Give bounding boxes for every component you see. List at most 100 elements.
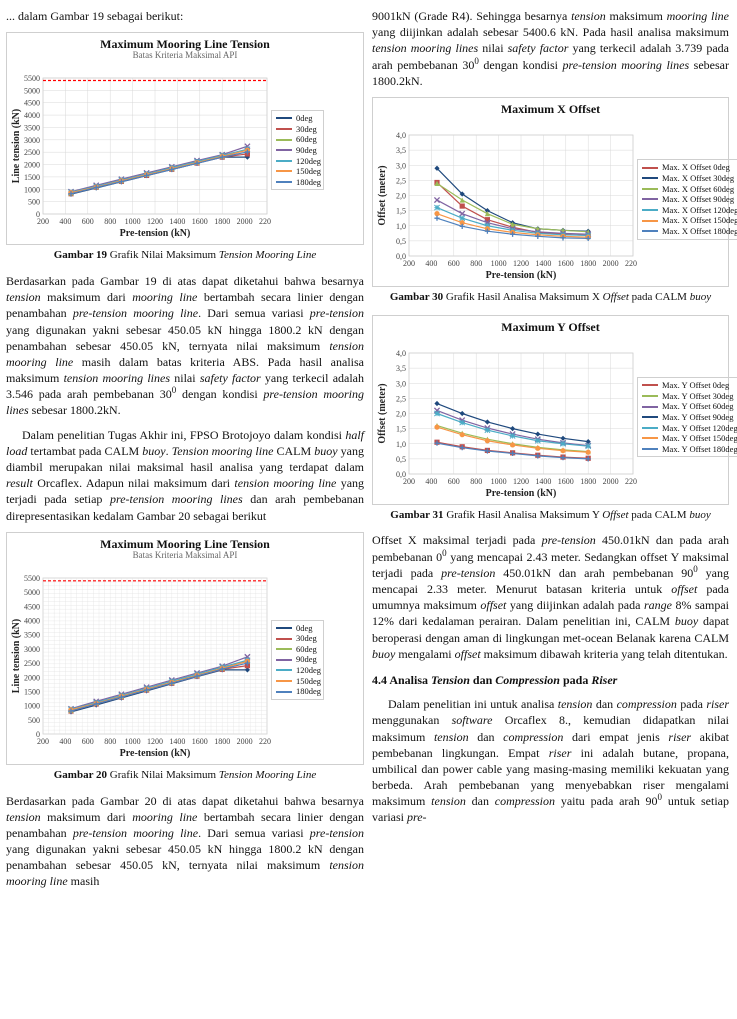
svg-text:1800: 1800 [580, 259, 596, 268]
chart-legend: Max. X Offset 0degMax. X Offset 30degMax… [637, 159, 737, 239]
caption-20-prefix: Gambar 20 [54, 769, 107, 781]
legend-item: 0deg [276, 113, 321, 124]
svg-text:1400: 1400 [535, 259, 551, 268]
svg-text:1200: 1200 [513, 259, 529, 268]
svg-text:5000: 5000 [24, 87, 40, 96]
caption-20: Gambar 20 Grafik Nilai Maksimum Tension … [6, 769, 364, 783]
svg-text:2000: 2000 [237, 217, 253, 226]
chart-31: Maximum Y Offset200400600800100012001400… [372, 315, 729, 505]
svg-text:1000: 1000 [125, 737, 141, 746]
legend-item: 120deg [276, 156, 321, 167]
svg-text:400: 400 [425, 259, 437, 268]
caption-31: Gambar 31 Grafik Hasil Analisa Maksimum … [372, 509, 729, 523]
svg-text:0,5: 0,5 [396, 455, 406, 464]
legend-item: 30deg [276, 633, 321, 644]
svg-text:1500: 1500 [24, 173, 40, 182]
para-20: Berdasarkan pada Gambar 20 di atas dapat… [6, 793, 364, 890]
legend-item: 180deg [276, 177, 321, 188]
legend-item: 0deg [276, 623, 321, 634]
chart-title: Maximum Y Offset [375, 318, 726, 335]
legend-item: 30deg [276, 124, 321, 135]
legend-item: 60deg [276, 134, 321, 145]
legend-item: Max. Y Offset 180deg [642, 444, 737, 455]
svg-text:3,0: 3,0 [396, 379, 406, 388]
svg-text:5500: 5500 [24, 74, 40, 83]
svg-text:4500: 4500 [24, 602, 40, 611]
svg-text:2200: 2200 [625, 477, 637, 486]
svg-text:3500: 3500 [24, 124, 40, 133]
svg-text:1000: 1000 [24, 701, 40, 710]
legend-item: Max. Y Offset 0deg [642, 380, 737, 391]
para-riser: Dalam penelitian ini untuk analisa tensi… [372, 696, 729, 826]
fragment-top-left: ... dalam Gambar 19 sebagai berikut: [6, 8, 364, 24]
svg-text:400: 400 [425, 477, 437, 486]
svg-text:2,5: 2,5 [396, 176, 406, 185]
para-19: Berdasarkan pada Gambar 19 di atas dapat… [6, 273, 364, 419]
svg-text:0,0: 0,0 [396, 252, 406, 261]
svg-text:Line tension (kN): Line tension (kN) [11, 619, 22, 693]
svg-text:2000: 2000 [237, 737, 253, 746]
svg-text:Offset (meter): Offset (meter) [377, 383, 388, 443]
svg-text:1200: 1200 [513, 477, 529, 486]
legend-item: Max. X Offset 60deg [642, 184, 737, 195]
svg-text:2200: 2200 [259, 217, 271, 226]
svg-text:800: 800 [470, 259, 482, 268]
svg-text:1000: 1000 [24, 185, 40, 194]
svg-text:1600: 1600 [558, 477, 574, 486]
svg-text:1400: 1400 [535, 477, 551, 486]
legend-item: Max. X Offset 120deg [642, 205, 737, 216]
svg-text:1,5: 1,5 [396, 424, 406, 433]
svg-text:Offset (meter): Offset (meter) [377, 165, 388, 225]
svg-text:2000: 2000 [603, 477, 619, 486]
svg-text:1800: 1800 [214, 737, 230, 746]
svg-text:2500: 2500 [24, 659, 40, 668]
chart-body: 2004006008001000120014001600180020002200… [9, 560, 361, 760]
chart-legend: 0deg30deg60deg90deg120deg150deg180deg [271, 620, 324, 700]
svg-text:4000: 4000 [24, 616, 40, 625]
svg-text:1600: 1600 [192, 737, 208, 746]
svg-text:1400: 1400 [169, 737, 185, 746]
legend-item: 120deg [276, 665, 321, 676]
chart-20: Maximum Mooring Line TensionBatas Kriter… [6, 532, 364, 765]
legend-item: 150deg [276, 166, 321, 177]
chart-legend: 0deg30deg60deg90deg120deg150deg180deg [271, 110, 324, 190]
chart-30: Maximum X Offset200400600800100012001400… [372, 97, 729, 287]
legend-item: 60deg [276, 644, 321, 655]
svg-text:800: 800 [104, 217, 116, 226]
svg-text:Pre-tension (kN): Pre-tension (kN) [486, 488, 557, 499]
svg-text:5000: 5000 [24, 588, 40, 597]
svg-text:1600: 1600 [558, 259, 574, 268]
svg-text:800: 800 [104, 737, 116, 746]
legend-item: Max. X Offset 0deg [642, 162, 737, 173]
fragment-top-right: 9001kN (Grade R4). Sehingga besarnya ten… [372, 8, 729, 89]
svg-text:2000: 2000 [603, 259, 619, 268]
chart-threshold-note: Batas Kriteria Maksimal API [9, 50, 361, 60]
svg-text:1400: 1400 [169, 217, 185, 226]
svg-text:800: 800 [470, 477, 482, 486]
legend-item: Max. Y Offset 90deg [642, 412, 737, 423]
svg-text:600: 600 [448, 259, 460, 268]
legend-item: Max. X Offset 90deg [642, 194, 737, 205]
svg-text:1000: 1000 [491, 477, 507, 486]
svg-text:600: 600 [448, 477, 460, 486]
svg-text:2200: 2200 [625, 259, 637, 268]
svg-text:2,0: 2,0 [396, 409, 406, 418]
svg-text:2,0: 2,0 [396, 191, 406, 200]
chart-title: Maximum X Offset [375, 100, 726, 117]
svg-text:1,5: 1,5 [396, 207, 406, 216]
svg-text:3,0: 3,0 [396, 161, 406, 170]
svg-text:400: 400 [59, 217, 71, 226]
svg-text:Pre-tension (kN): Pre-tension (kN) [486, 270, 557, 281]
svg-text:4500: 4500 [24, 99, 40, 108]
chart-plot: 2004006008001000120014001600180020002200… [9, 560, 271, 760]
svg-text:Pre-tension (kN): Pre-tension (kN) [120, 748, 191, 759]
svg-text:4,0: 4,0 [396, 131, 406, 140]
page: ... dalam Gambar 19 sebagai berikut: Max… [0, 0, 737, 902]
legend-item: Max. Y Offset 60deg [642, 401, 737, 412]
svg-text:3000: 3000 [24, 645, 40, 654]
svg-text:3500: 3500 [24, 630, 40, 639]
caption-19: Gambar 19 Grafik Nilai Maksimum Tension … [6, 249, 364, 263]
svg-text:600: 600 [82, 217, 94, 226]
chart-body: 2004006008001000120014001600180020002200… [375, 335, 726, 500]
svg-text:0: 0 [36, 730, 40, 739]
